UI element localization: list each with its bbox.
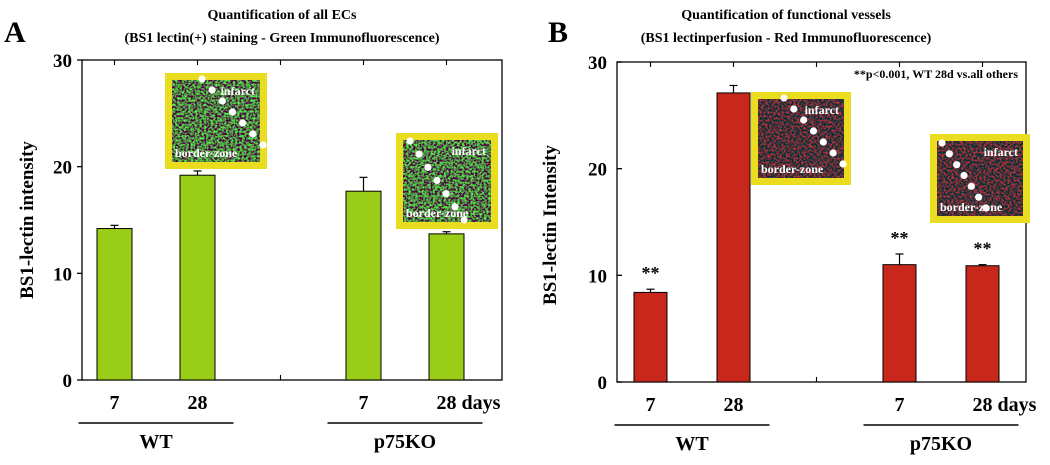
micrograph-inset: infarct border-zone bbox=[930, 134, 1030, 223]
y-tick-label: 0 bbox=[63, 371, 73, 392]
boundary-dot bbox=[208, 86, 216, 94]
group-label: WT bbox=[139, 431, 173, 453]
inset-texture bbox=[758, 99, 844, 178]
boundary-dot bbox=[460, 216, 468, 224]
chart-subtitle: (BS1 lectin(+) staining - Green Immunofl… bbox=[124, 31, 439, 46]
y-tick-label: 20 bbox=[588, 160, 607, 181]
y-tick-label: 10 bbox=[588, 266, 607, 287]
group-label: p75KO bbox=[910, 433, 972, 455]
boundary-dot bbox=[967, 182, 975, 190]
inset-label-infarct: infarct bbox=[452, 144, 486, 158]
boundary-dot bbox=[839, 160, 847, 168]
boundary-dot bbox=[451, 203, 459, 211]
micrograph-inset: infarct border-zone bbox=[165, 73, 267, 169]
boundary-dot bbox=[218, 97, 226, 105]
boundary-dot bbox=[228, 108, 237, 116]
boundary-dot bbox=[239, 119, 247, 127]
inset-label-border-zone: border-zone bbox=[175, 146, 238, 160]
y-axis-label: BS1-lectin intensity bbox=[17, 141, 38, 299]
plot-frame bbox=[81, 59, 503, 381]
boundary-dot bbox=[198, 75, 206, 83]
boundary-dot bbox=[800, 116, 808, 124]
bar bbox=[965, 265, 1000, 383]
bar bbox=[716, 92, 751, 383]
y-tick-label: 20 bbox=[53, 158, 72, 179]
inset-label-infarct: infarct bbox=[221, 84, 255, 98]
x-tick-label: 28 bbox=[188, 392, 208, 414]
inset-label-border-zone: border-zone bbox=[940, 200, 1003, 214]
boundary-dot bbox=[953, 161, 961, 169]
bar bbox=[179, 174, 216, 381]
boundary-dot bbox=[415, 150, 423, 158]
significance-mark: ** bbox=[891, 228, 909, 248]
boundary-dot bbox=[406, 137, 414, 145]
x-tick-label: 7 bbox=[359, 392, 369, 414]
group-label: WT bbox=[675, 433, 709, 455]
bar bbox=[428, 233, 465, 381]
boundary-dot bbox=[982, 204, 990, 212]
bar bbox=[96, 228, 133, 381]
micrograph-inset: infarct border-zone bbox=[396, 133, 498, 229]
chart-title: Quantification of all ECs bbox=[208, 8, 358, 23]
y-axis-label: BS1-lectin Intensity bbox=[540, 145, 561, 305]
chart-subtitle: (BS1 lectinperfusion - Red Immunofluores… bbox=[641, 31, 932, 46]
panel-letter: A bbox=[4, 16, 26, 49]
boundary-dot bbox=[780, 94, 788, 102]
panel-a: A Quantification of all ECs (BS1 lectin(… bbox=[4, 8, 503, 453]
boundary-dot bbox=[442, 190, 450, 198]
micrograph-inset: infarct border-zone bbox=[751, 92, 851, 185]
bar bbox=[633, 291, 668, 383]
inset-label-infarct: infarct bbox=[805, 103, 839, 117]
x-tick-label: 28 bbox=[724, 394, 744, 416]
panel-b: B Quantification of functional vessels (… bbox=[540, 8, 1037, 455]
x-tick-label: 7 bbox=[895, 394, 905, 416]
bar bbox=[882, 264, 917, 383]
x-tick-label: 7 bbox=[646, 394, 656, 416]
boundary-dot bbox=[433, 176, 441, 185]
y-tick-label: 0 bbox=[598, 373, 608, 394]
inset-label-border-zone: border-zone bbox=[406, 206, 469, 220]
boundary-dot bbox=[960, 171, 968, 180]
inset-label-infarct: infarct bbox=[984, 145, 1018, 159]
boundary-dot bbox=[945, 150, 953, 158]
significance-mark: ** bbox=[974, 239, 992, 259]
x-tick-label: 28 days bbox=[437, 392, 501, 414]
x-tick-label: 28 days bbox=[973, 394, 1037, 416]
y-tick-label: 10 bbox=[53, 264, 72, 285]
boundary-dot bbox=[975, 193, 983, 201]
chart-title: Quantification of functional vessels bbox=[681, 8, 891, 23]
significance-mark: ** bbox=[642, 263, 660, 283]
y-tick-label: 30 bbox=[53, 51, 72, 72]
group-label: p75KO bbox=[374, 431, 436, 453]
plot-area: 0 10 20 30 ** 7 28 ** 7 ** 28 days WT p75KO infarct bo… bbox=[588, 53, 1037, 455]
boundary-dot bbox=[790, 105, 798, 113]
boundary-dot bbox=[938, 139, 946, 147]
panel-letter: B bbox=[548, 16, 568, 49]
bar bbox=[345, 190, 382, 381]
boundary-dot bbox=[249, 130, 257, 138]
boundary-dot bbox=[259, 141, 267, 149]
significance-note: **p<0.001, WT 28d vs.all others bbox=[854, 67, 1018, 81]
y-tick-label: 30 bbox=[588, 53, 607, 74]
boundary-dot bbox=[424, 163, 432, 171]
x-tick-label: 7 bbox=[110, 392, 120, 414]
boundary-dot bbox=[819, 138, 827, 146]
plot-area: 0 10 20 30 7 28 7 28 days WT p75KO infarct border-z… bbox=[53, 51, 503, 453]
boundary-dot bbox=[809, 127, 818, 135]
inset-label-border-zone: border-zone bbox=[761, 162, 824, 176]
boundary-dot bbox=[829, 149, 837, 157]
